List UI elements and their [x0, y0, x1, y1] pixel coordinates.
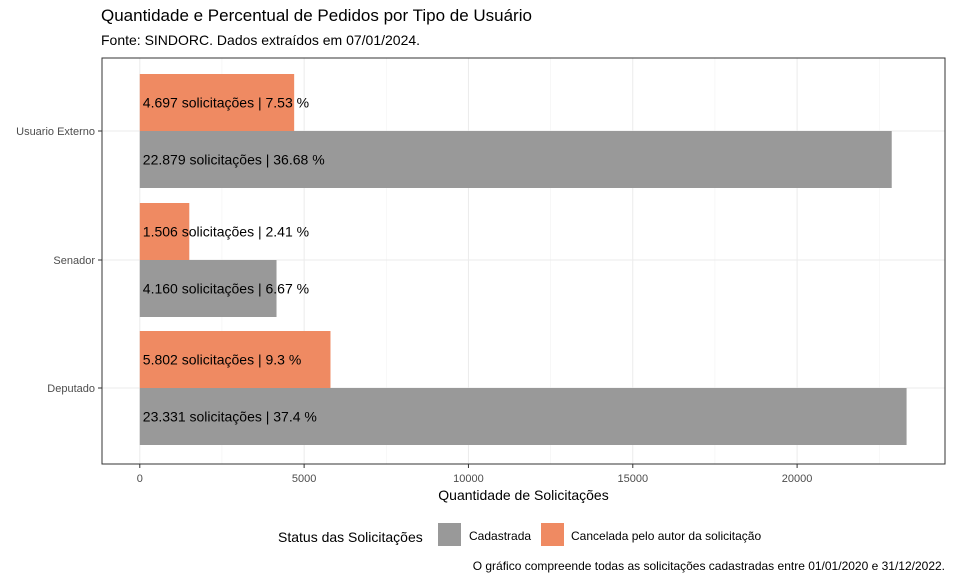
bar-data-label: 23.331 solicitações | 37.4 %: [143, 409, 317, 425]
y-tick-label: Deputado: [47, 383, 95, 395]
bar-data-label: 4.697 solicitações | 7.53 %: [143, 95, 309, 111]
bar-chart: 4.697 solicitações | 7.53 % 22.879 solici…: [16, 57, 946, 503]
bar-cancelada: [139, 203, 190, 260]
x-tick-label: 10000: [453, 473, 484, 485]
bar-data-label: 5.802 solicitações | 9.3 %: [143, 352, 302, 368]
plot-panel-border: [101, 57, 946, 465]
legend-key-cancelada: [541, 523, 564, 546]
bar-cadastrada: [139, 388, 907, 445]
x-tick-label: 0: [137, 473, 143, 485]
y-tick-label: Senador: [53, 255, 95, 267]
x-tick-label: 5000: [292, 473, 316, 485]
data-labels: 4.697 solicitações | 7.53 % 22.879 solici…: [143, 95, 325, 425]
x-tick-label: 15000: [617, 473, 648, 485]
legend: Status das Solicitações Cadastrada Cance…: [0, 520, 953, 550]
bar-data-label: 1.506 solicitações | 2.41 %: [143, 224, 309, 240]
bar-cadastrada: [139, 131, 892, 188]
legend-label-cadastrada: Cadastrada: [469, 529, 532, 543]
bar-cadastrada: [139, 260, 277, 317]
bar-cancelada: [139, 74, 295, 131]
chart-title: Quantidade e Percentual de Pedidos por T…: [101, 6, 532, 25]
legend-title: Status das Solicitações: [278, 529, 423, 545]
x-axis-title: Quantidade de Solicitações: [438, 487, 608, 503]
bar-cancelada: [139, 331, 331, 388]
bar-data-label: 22.879 solicitações | 36.68 %: [143, 152, 325, 168]
axes: 0 5000 10000 15000 20000 Usuario Externo Senad…: [16, 126, 812, 485]
bar-data-label: 4.160 solicitações | 6.67 %: [143, 281, 309, 297]
chart-subtitle: Fonte: SINDORC. Dados extraídos em 07/01…: [101, 32, 421, 48]
bars: [139, 74, 907, 445]
x-tick-label: 20000: [782, 473, 813, 485]
chart-caption: O gráfico compreende todas as solicitaçõ…: [472, 559, 945, 573]
legend-label-cancelada: Cancelada pelo autor da solicitação: [571, 529, 762, 543]
y-tick-label: Usuario Externo: [16, 126, 95, 138]
legend-key-cadastrada: [438, 523, 461, 546]
